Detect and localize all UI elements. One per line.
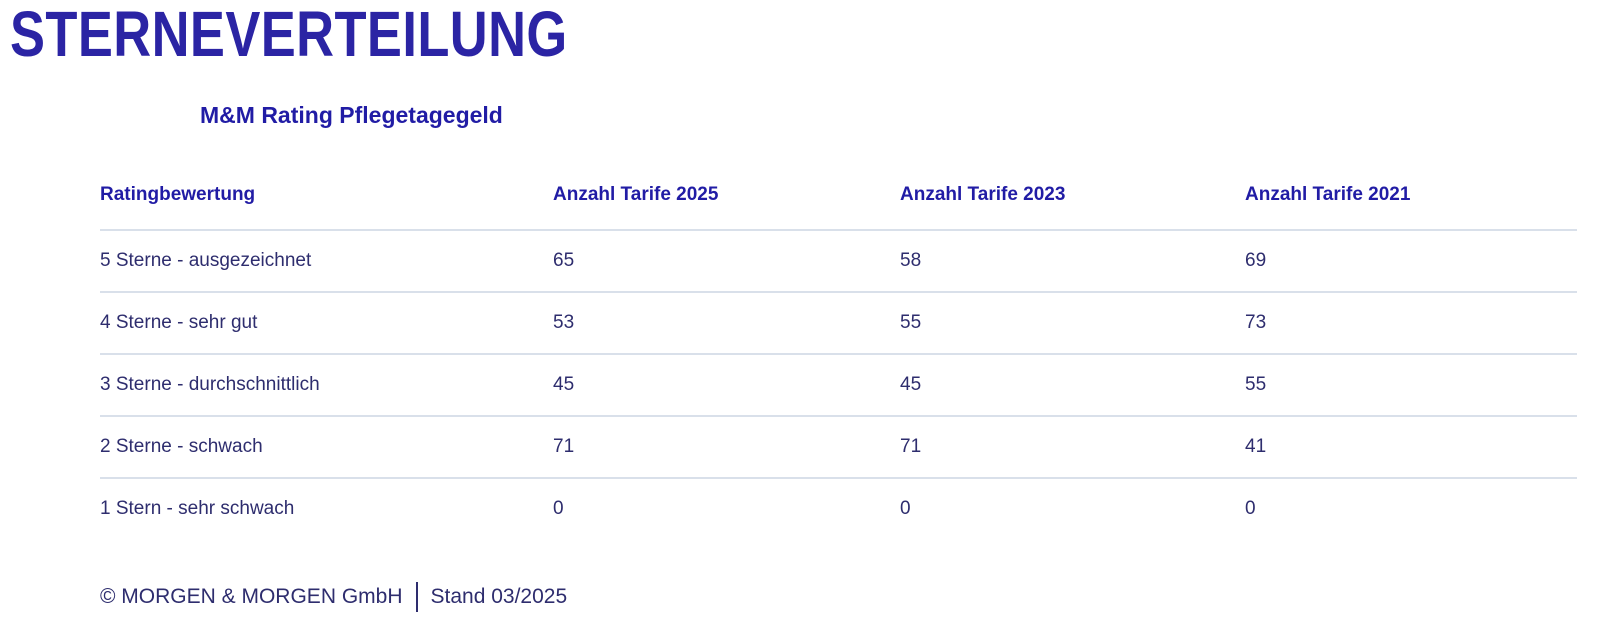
value-2025: 0: [553, 498, 564, 519]
column-header-ratingbewertung: Ratingbewertung: [100, 184, 256, 205]
footer-separator: [415, 582, 418, 612]
table-row: 3 Sterne - durchschnittlich 45 45 55: [100, 355, 1577, 417]
row-label: 4 Sterne - sehr gut: [100, 312, 258, 333]
rating-table: Ratingbewertung Anzahl Tarife 2025 Anzah…: [100, 184, 1577, 539]
table-row: 4 Sterne - sehr gut 53 55 73: [100, 293, 1577, 355]
column-header-tarife-2025: Anzahl Tarife 2025: [553, 184, 719, 205]
row-label: 3 Sterne - durchschnittlich: [100, 374, 320, 395]
value-2021: 73: [1245, 312, 1267, 333]
value-2023: 0: [900, 498, 911, 519]
value-2025: 65: [553, 250, 575, 271]
table-header-row: Ratingbewertung Anzahl Tarife 2025 Anzah…: [100, 184, 1577, 231]
value-2025: 71: [553, 436, 575, 457]
value-2025: 53: [553, 312, 575, 333]
value-2021: 55: [1245, 374, 1267, 395]
row-label: 2 Sterne - schwach: [100, 436, 263, 457]
footer-copyright: © MORGEN & MORGEN GmbH: [100, 585, 403, 608]
column-header-tarife-2021: Anzahl Tarife 2021: [1245, 184, 1411, 205]
value-2021: 41: [1245, 436, 1267, 457]
row-label: 1 Stern - sehr schwach: [100, 498, 295, 519]
table-row: 1 Stern - sehr schwach 0 0 0: [100, 479, 1577, 539]
value-2021: 0: [1245, 498, 1256, 519]
value-2023: 58: [900, 250, 922, 271]
footer-stand-date: Stand 03/2025: [430, 585, 568, 608]
row-label: 5 Sterne - ausgezeichnet: [100, 250, 312, 271]
footer: © MORGEN & MORGEN GmbH Stand 03/2025: [100, 582, 567, 612]
column-header-tarife-2023: Anzahl Tarife 2023: [900, 184, 1066, 205]
table-subtitle: M&M Rating Pflegetagegeld: [200, 102, 503, 128]
value-2023: 55: [900, 312, 922, 333]
value-2025: 45: [553, 374, 575, 395]
value-2021: 69: [1245, 250, 1267, 271]
value-2023: 71: [900, 436, 922, 457]
table-row: 5 Sterne - ausgezeichnet 65 58 69: [100, 231, 1577, 293]
value-2023: 45: [900, 374, 922, 395]
page-title: STERNEVERTEILUNG: [10, 0, 568, 70]
table-row: 2 Sterne - schwach 71 71 41: [100, 417, 1577, 479]
